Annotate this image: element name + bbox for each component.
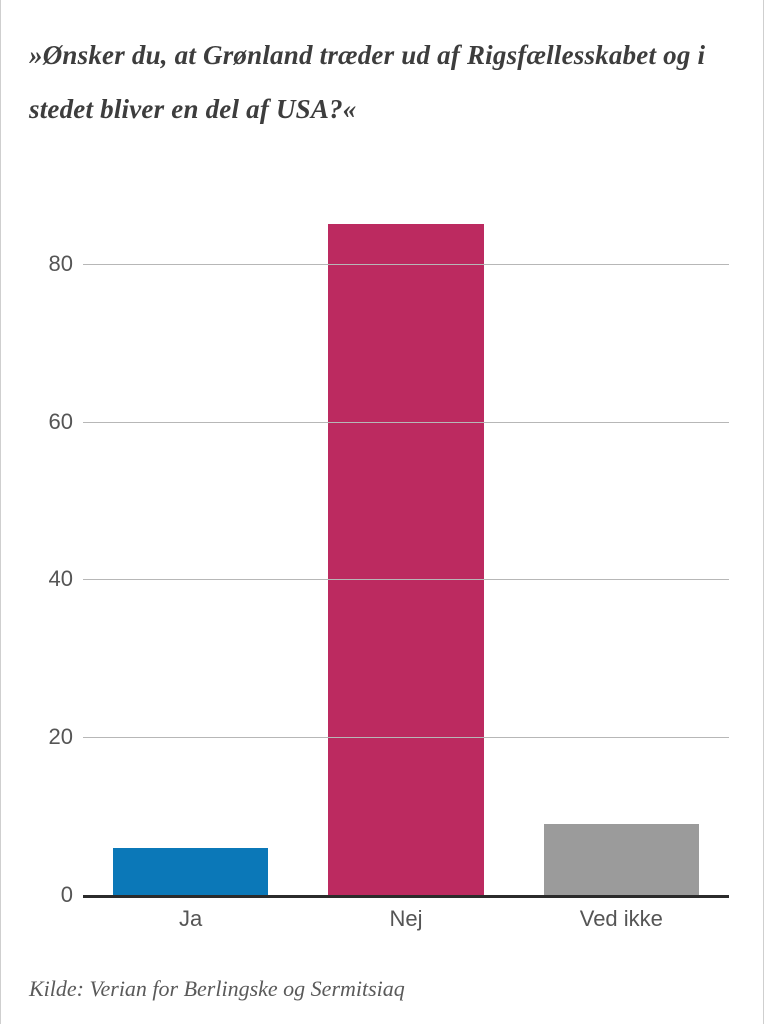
bar-slot — [514, 185, 729, 895]
gridline — [83, 264, 729, 265]
bar — [328, 224, 483, 895]
gridline — [83, 737, 729, 738]
plot-area: 020406080 — [83, 185, 729, 898]
bars-group — [83, 185, 729, 895]
y-tick-label: 40 — [25, 566, 73, 592]
y-tick-label: 80 — [25, 251, 73, 277]
x-tick-label: Ved ikke — [514, 902, 729, 934]
bar — [544, 824, 699, 895]
bar — [113, 848, 268, 895]
chart-area: 020406080 JaNejVed ikke — [25, 185, 739, 934]
x-tick-label: Nej — [298, 902, 513, 934]
source-text: Kilde: Verian for Berlingske og Sermitsi… — [29, 976, 405, 1002]
bar-slot — [298, 185, 513, 895]
gridline — [83, 579, 729, 580]
chart-title: »Ønsker du, at Grønland træder ud af Rig… — [29, 28, 739, 136]
chart-container: »Ønsker du, at Grønland træder ud af Rig… — [0, 0, 764, 1024]
gridline — [83, 422, 729, 423]
x-axis-labels: JaNejVed ikke — [83, 902, 729, 934]
bar-slot — [83, 185, 298, 895]
x-tick-label: Ja — [83, 902, 298, 934]
y-tick-label: 0 — [25, 882, 73, 908]
y-tick-label: 20 — [25, 724, 73, 750]
y-tick-label: 60 — [25, 409, 73, 435]
